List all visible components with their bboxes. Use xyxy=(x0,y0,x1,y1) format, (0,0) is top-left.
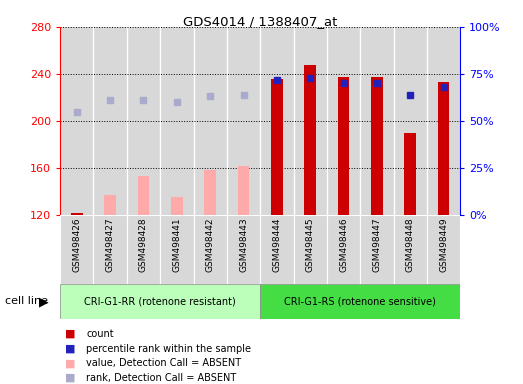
Bar xyxy=(404,133,416,215)
Text: percentile rank within the sample: percentile rank within the sample xyxy=(86,344,251,354)
Bar xyxy=(60,27,94,215)
Bar xyxy=(138,176,150,215)
Text: GSM498441: GSM498441 xyxy=(173,217,181,272)
Bar xyxy=(71,213,83,215)
Bar xyxy=(260,284,460,319)
Text: GSM498447: GSM498447 xyxy=(372,217,381,272)
Bar xyxy=(360,27,393,215)
Text: ■: ■ xyxy=(65,329,76,339)
Text: GSM498428: GSM498428 xyxy=(139,217,148,272)
Bar xyxy=(360,215,393,284)
Text: CRI-G1-RS (rotenone sensitive): CRI-G1-RS (rotenone sensitive) xyxy=(285,296,436,306)
Bar xyxy=(60,284,260,319)
Text: value, Detection Call = ABSENT: value, Detection Call = ABSENT xyxy=(86,358,242,368)
Text: CRI-G1-RR (rotenone resistant): CRI-G1-RR (rotenone resistant) xyxy=(84,296,236,306)
Text: ■: ■ xyxy=(65,344,76,354)
Bar xyxy=(204,170,216,215)
Bar xyxy=(127,215,160,284)
Text: rank, Detection Call = ABSENT: rank, Detection Call = ABSENT xyxy=(86,373,236,383)
Text: GSM498427: GSM498427 xyxy=(106,217,115,272)
Bar xyxy=(438,82,449,215)
Text: GSM498448: GSM498448 xyxy=(406,217,415,272)
Bar xyxy=(394,27,427,215)
Bar xyxy=(293,215,327,284)
Text: ■: ■ xyxy=(65,373,76,383)
Bar xyxy=(338,78,349,215)
Bar xyxy=(160,215,194,284)
Bar xyxy=(171,197,183,215)
Text: GSM498449: GSM498449 xyxy=(439,217,448,272)
Bar xyxy=(293,27,327,215)
Bar xyxy=(260,27,293,215)
Bar xyxy=(160,27,194,215)
Bar xyxy=(394,215,427,284)
Bar xyxy=(94,27,127,215)
Text: GSM498446: GSM498446 xyxy=(339,217,348,272)
Bar xyxy=(327,215,360,284)
Bar xyxy=(427,215,460,284)
Bar xyxy=(94,215,127,284)
Text: GSM498442: GSM498442 xyxy=(206,217,214,271)
Bar xyxy=(304,65,316,215)
Bar xyxy=(227,215,260,284)
Text: GDS4014 / 1388407_at: GDS4014 / 1388407_at xyxy=(183,15,337,28)
Text: GSM498426: GSM498426 xyxy=(72,217,81,272)
Text: GSM498445: GSM498445 xyxy=(306,217,315,272)
Bar xyxy=(60,215,94,284)
Bar xyxy=(237,166,249,215)
Bar xyxy=(427,27,460,215)
Bar xyxy=(127,27,160,215)
Bar xyxy=(194,27,227,215)
Text: ▶: ▶ xyxy=(39,295,49,308)
Bar xyxy=(327,27,360,215)
Bar xyxy=(227,27,260,215)
Text: count: count xyxy=(86,329,114,339)
Bar xyxy=(104,195,116,215)
Bar xyxy=(371,78,383,215)
Text: GSM498444: GSM498444 xyxy=(272,217,281,271)
Text: GSM498443: GSM498443 xyxy=(239,217,248,272)
Bar xyxy=(271,79,283,215)
Text: ■: ■ xyxy=(65,358,76,368)
Bar xyxy=(194,215,227,284)
Bar xyxy=(260,215,293,284)
Text: cell line: cell line xyxy=(5,296,48,306)
